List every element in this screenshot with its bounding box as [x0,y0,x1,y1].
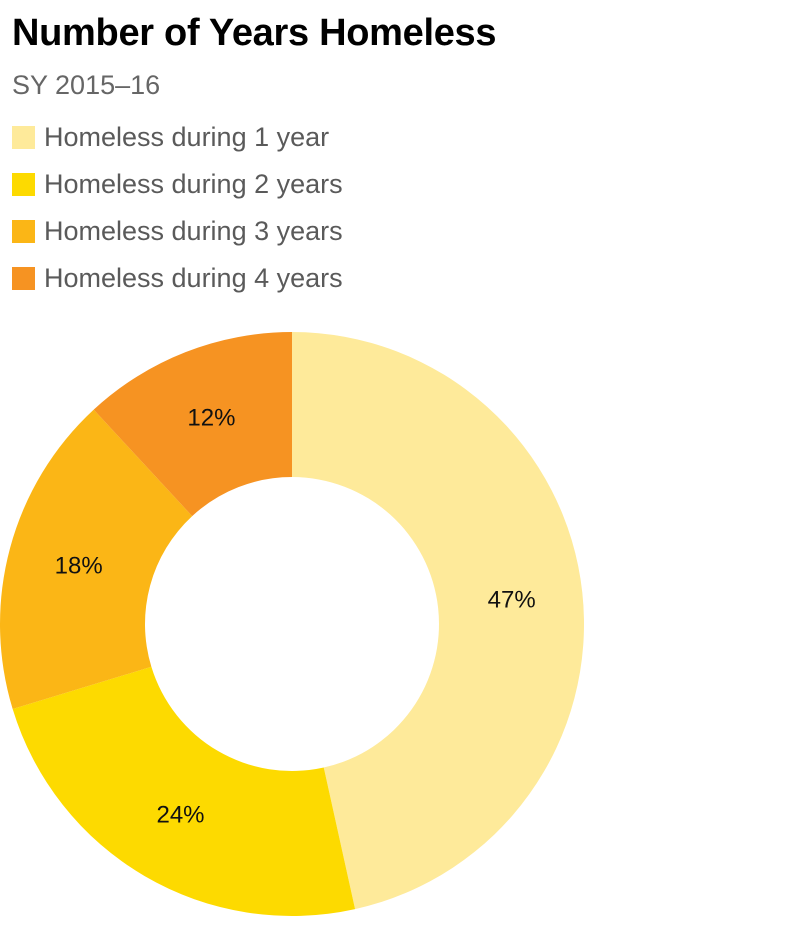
legend-swatch [12,267,35,290]
slice-value-label: 18% [55,553,103,580]
legend-label: Homeless during 2 years [44,169,343,199]
legend-label: Homeless during 3 years [44,216,343,246]
donut-slice [12,666,356,916]
chart-subtitle: SY 2015–16 [12,70,161,100]
legend-label: Homeless during 1 year [44,122,330,152]
legend-item-3-years: Homeless during 3 years [12,208,343,255]
donut-labels: 47% 24% 18% 12% [55,405,536,829]
legend-item-2-years: Homeless during 2 years [12,161,343,208]
donut-slice [0,409,193,710]
slice-value-label: 24% [156,801,204,828]
legend-swatch [12,220,35,243]
chart-title: Number of Years Homeless [12,12,497,54]
donut-slice [292,332,585,910]
slice-value-label: 12% [187,405,235,432]
donut-slice [93,332,293,517]
legend: Homeless during 1 year Homeless during 2… [12,114,343,302]
legend-label: Homeless during 4 years [44,263,343,293]
legend-swatch [12,126,35,149]
donut-chart: 47% 24% 18% 12% [0,332,585,916]
legend-item-1-year: Homeless during 1 year [12,114,343,161]
slice-value-label: 47% [488,586,536,613]
legend-item-4-years: Homeless during 4 years [12,255,343,302]
legend-swatch [12,173,35,196]
donut-slices [0,332,585,916]
